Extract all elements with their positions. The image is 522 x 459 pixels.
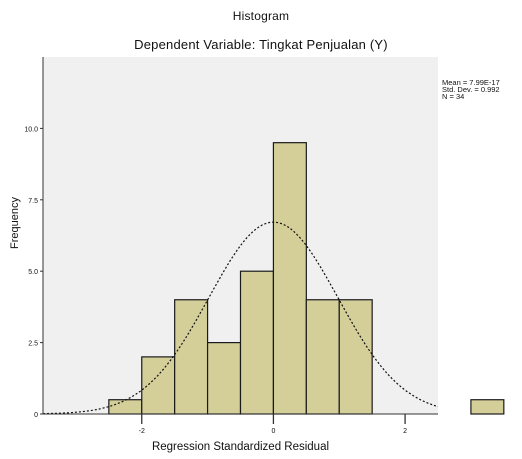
x-tick-label: 0 bbox=[271, 428, 275, 435]
x-axis-label: Regression Standardized Residual bbox=[43, 441, 438, 453]
histogram-bar bbox=[241, 271, 274, 414]
histogram-bar bbox=[471, 400, 504, 414]
x-tick-label: -2 bbox=[139, 428, 145, 435]
x-tick-label: 2 bbox=[403, 428, 407, 435]
y-tick-label: 0 bbox=[34, 412, 38, 419]
histogram-bar bbox=[273, 143, 306, 414]
stat-n: N = 34 bbox=[442, 93, 500, 100]
y-tick-label: 2.5 bbox=[28, 341, 38, 348]
histogram-bar bbox=[109, 400, 142, 414]
y-tick-label: 5.0 bbox=[28, 269, 38, 276]
stats-box: Mean = 7.99E-17 Std. Dev. = 0.992 N = 34 bbox=[442, 79, 500, 100]
y-tick-label: 10.0 bbox=[24, 126, 38, 133]
y-axis-label: Frequency bbox=[9, 221, 23, 249]
histogram-bar bbox=[208, 343, 241, 414]
y-tick-label: 7.5 bbox=[28, 198, 38, 205]
histogram-bar bbox=[306, 300, 339, 414]
histogram-bar bbox=[175, 300, 208, 414]
histogram-bar bbox=[142, 357, 175, 414]
histogram-bar bbox=[339, 300, 372, 414]
